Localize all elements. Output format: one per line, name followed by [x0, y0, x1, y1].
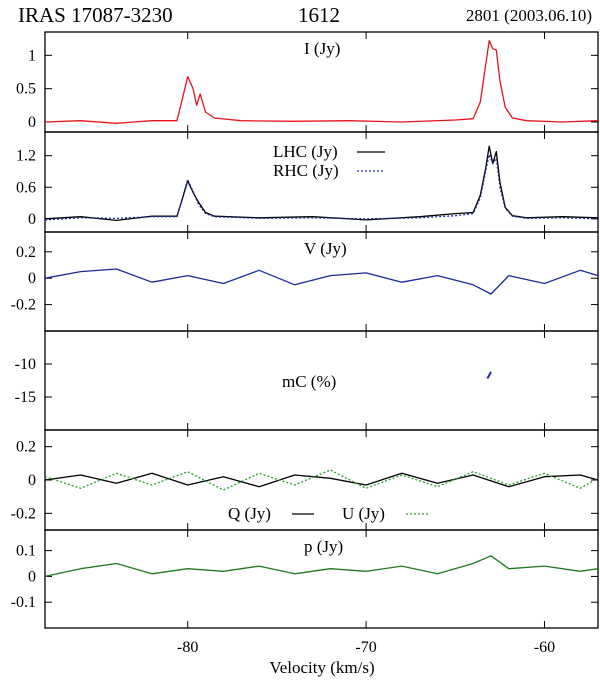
y-tick-label: 0: [28, 568, 36, 585]
x-tick-label: -60: [534, 639, 555, 656]
series-line-qu-0: [44, 472, 599, 488]
series-line-v-0: [44, 268, 599, 295]
x-tick-label: -80: [177, 639, 198, 656]
y-tick-label: 1: [28, 47, 36, 64]
chart-panels: 00.51 I (Jy)00.61.2 LHC (Jy)RHC (Jy)-0.200…: [11, 31, 599, 656]
y-tick-label: -0.1: [11, 594, 36, 611]
series-line-i-0: [44, 40, 599, 124]
x-axis-label: Velocity (km/s): [269, 658, 374, 677]
panel-mc: -15 -10 mC (%): [15, 330, 599, 431]
panel-label: p (Jy): [304, 537, 343, 556]
y-tick-label: 0.5: [16, 81, 36, 98]
panel-qu: -0.2 0 0.2 Q (Jy) U (Jy): [11, 429, 599, 531]
panel-frame: [44, 529, 599, 629]
legend-label: LHC (Jy): [273, 142, 338, 161]
y-tick-label: 0.2: [16, 244, 36, 261]
y-tick-label: 0: [28, 472, 36, 489]
series-line-qu-1: [44, 469, 599, 491]
y-tick-label: 1.2: [16, 148, 36, 165]
series-line-lr-1: [44, 153, 599, 221]
legend-label: RHC (Jy): [273, 161, 339, 180]
panel-lr: 0 0.6 1.2 LHC (Jy)RHC (Jy): [16, 131, 599, 233]
panel-v: -0.2 0 0.2 V (Jy): [11, 231, 599, 332]
x-tick-label: -70: [355, 639, 376, 656]
series-line-mc-0: [486, 371, 492, 379]
y-tick-label: -15: [15, 389, 36, 406]
target-name: IRAS 17087-3230: [18, 3, 173, 27]
frequency-label: 1612: [298, 3, 340, 27]
y-tick-label: 0.2: [16, 439, 36, 456]
y-tick-label: -0.2: [11, 297, 36, 314]
y-tick-label: 0: [28, 114, 36, 131]
y-tick-label: 0: [28, 270, 36, 287]
y-tick-label: 0.6: [16, 179, 36, 196]
y-tick-label: 0: [28, 211, 36, 228]
panel-p: -0.1 0 0.1 p (Jy): [11, 529, 599, 629]
y-tick-label: 0.1: [16, 543, 36, 560]
panel-label: V (Jy): [304, 239, 347, 258]
y-tick-label: -10: [15, 356, 36, 373]
legend-label: Q (Jy): [228, 504, 271, 523]
panel-i: 0 0.5 1 I (Jy): [16, 31, 599, 133]
panel-label: I (Jy): [304, 39, 340, 58]
series-line-p-0: [44, 555, 599, 578]
y-tick-label: -0.2: [11, 505, 36, 522]
legend-label: U (Jy): [342, 504, 385, 523]
panel-label: mC (%): [282, 372, 336, 391]
observation-label: 2801 (2003.06.10): [465, 6, 592, 25]
